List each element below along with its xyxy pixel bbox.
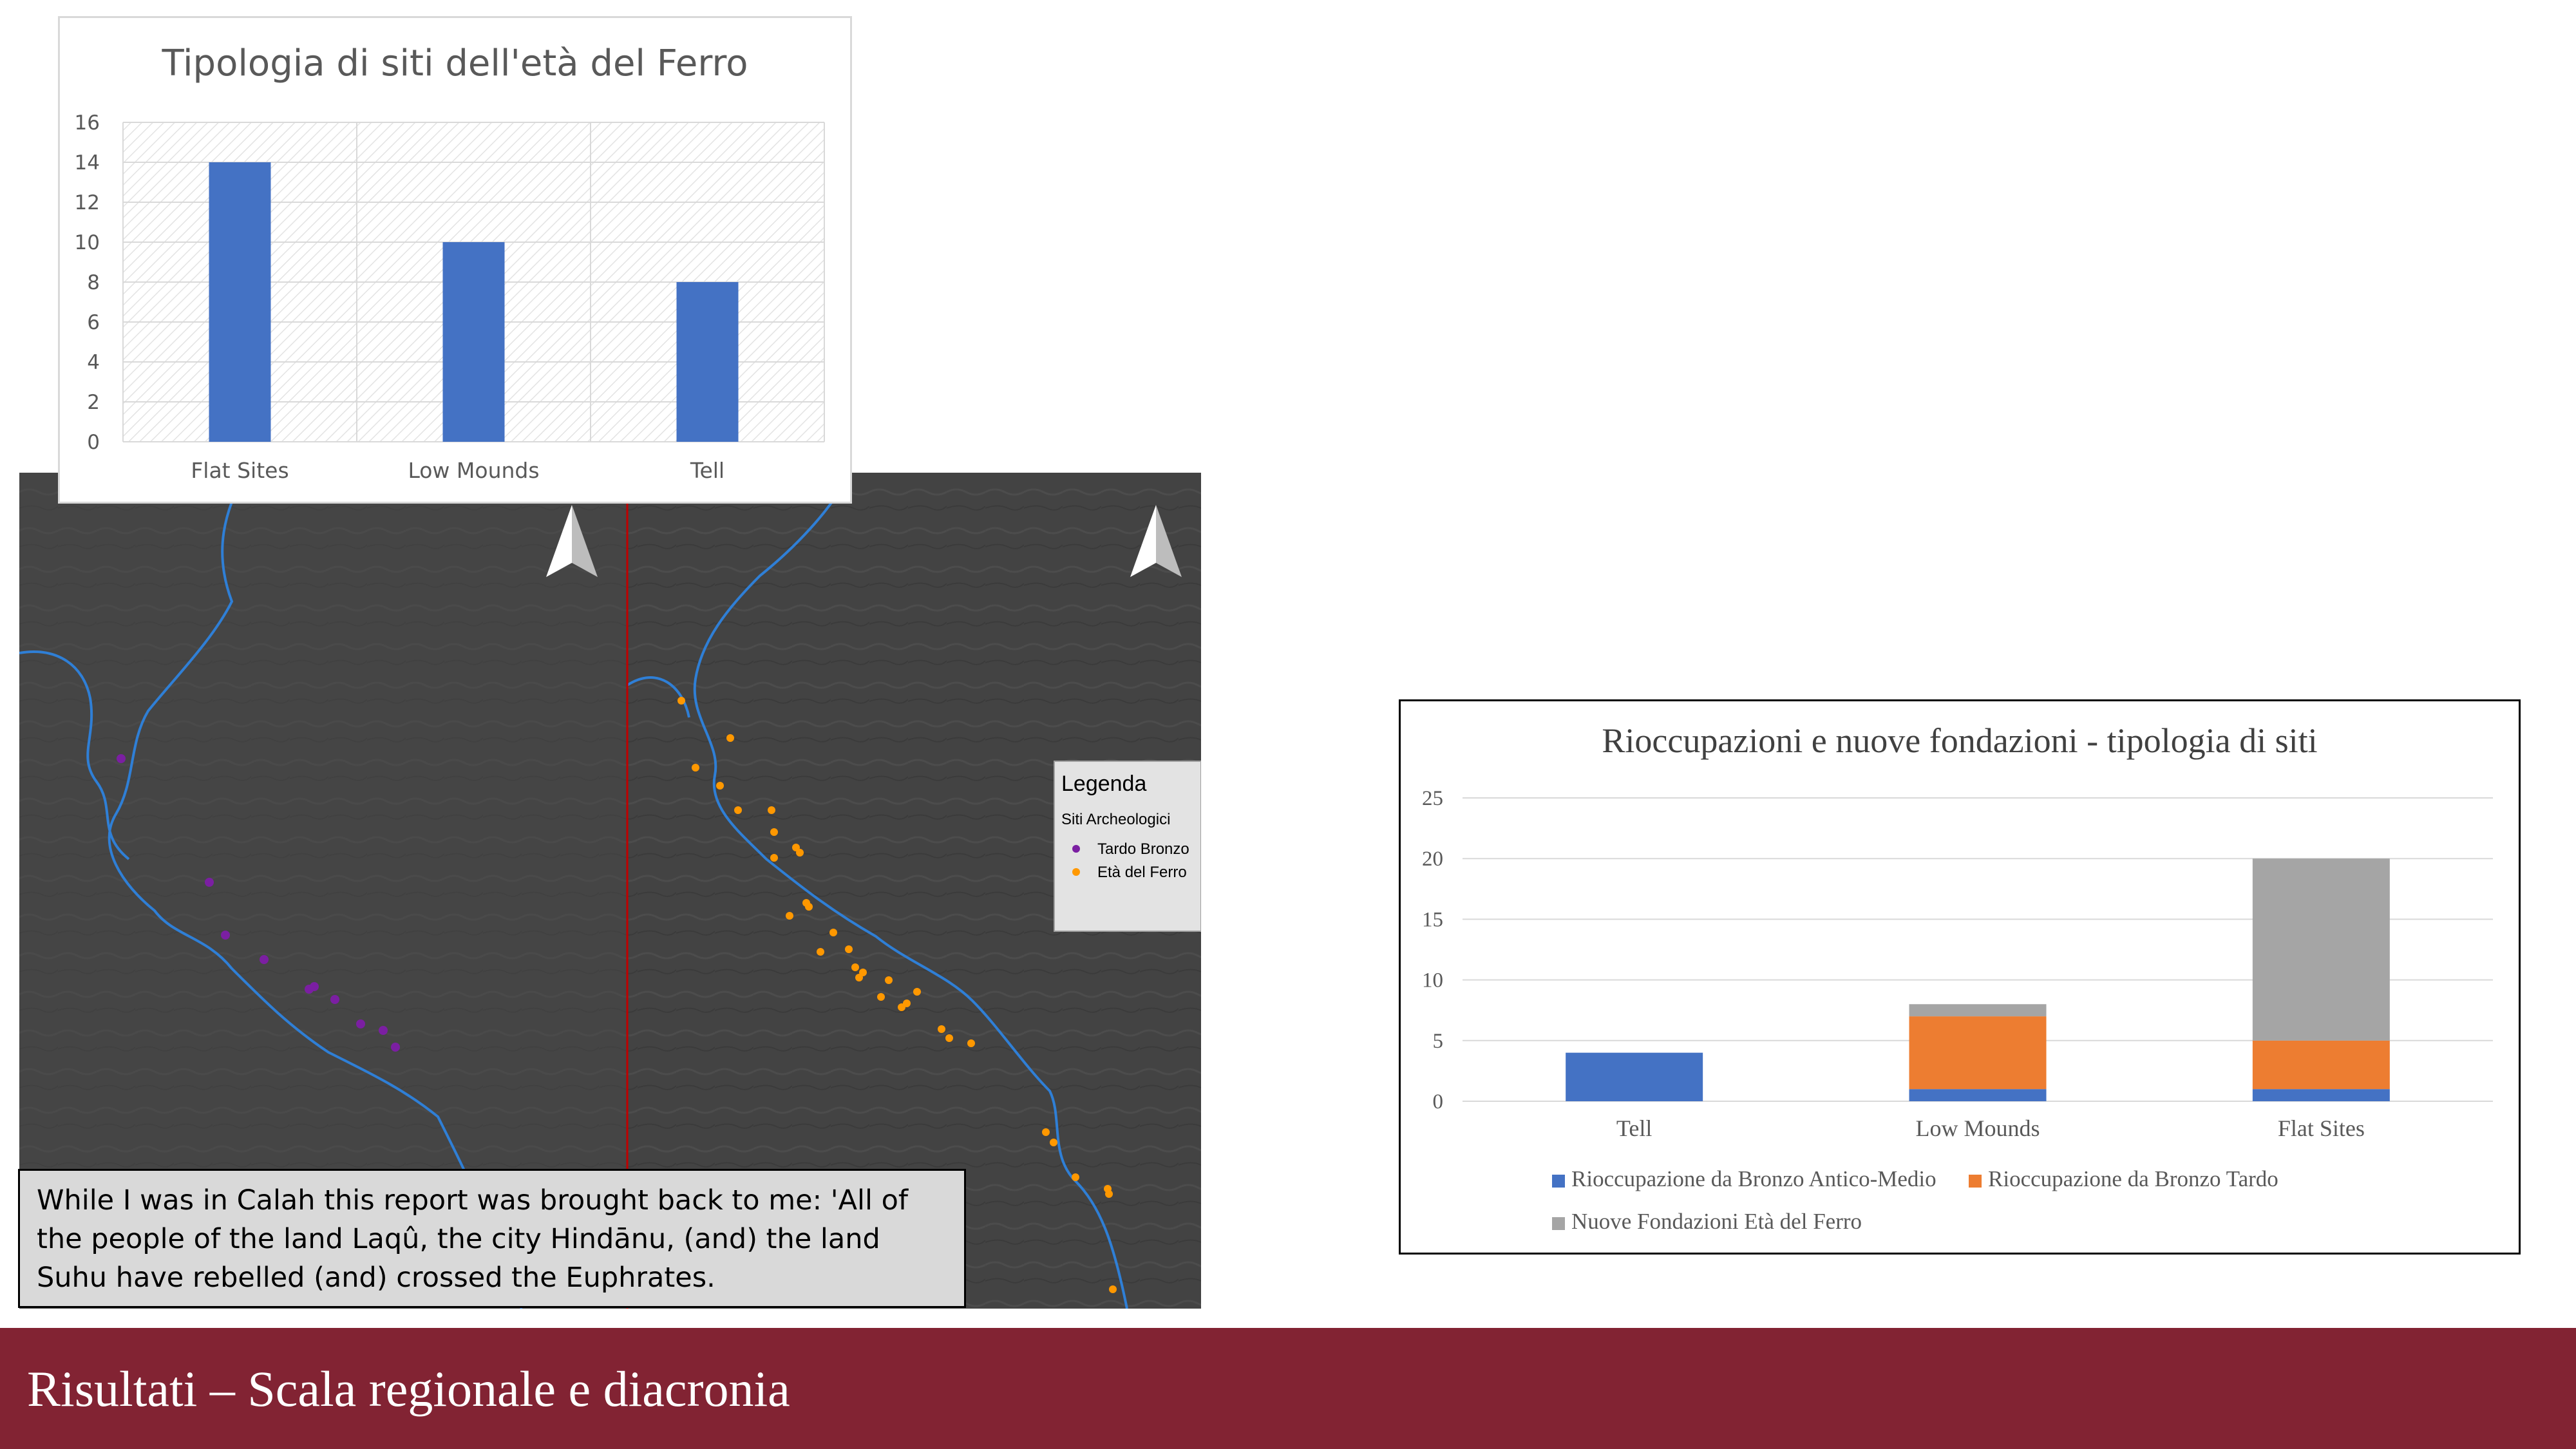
bar [209, 162, 271, 442]
x-tick-label: Tell [1616, 1115, 1652, 1141]
legend-item: Rioccupazione da Bronzo Antico-Medio [1552, 1166, 1937, 1192]
y-tick-label: 10 [1422, 969, 1443, 992]
bar-segment [1566, 1052, 1703, 1101]
legend-swatch [1552, 1174, 1565, 1188]
late-bronze-sites [117, 754, 400, 1052]
bar-segment [2252, 858, 2390, 1041]
legend-marker-iron-age [1072, 868, 1080, 876]
quote-text: While I was in Calah this report was bro… [37, 1184, 909, 1294]
map-legend: Legenda Siti Archeologici Tardo Bronzo E… [1054, 761, 1201, 932]
y-tick-label: 14 [75, 151, 100, 175]
x-tick-label: Flat Sites [2278, 1115, 2365, 1141]
river-euphrates-left [108, 473, 523, 1309]
chart-title: Rioccupazioni e nuove fondazioni - tipol… [1602, 721, 2318, 760]
y-tick-label: 6 [87, 311, 100, 334]
y-tick-label: 12 [75, 191, 100, 214]
y-tick-label: 0 [1433, 1090, 1444, 1113]
site-point [391, 1043, 400, 1052]
y-tick-label: 16 [75, 111, 100, 135]
site-distribution-map: Legenda Siti Archeologici Tardo Bronzo E… [19, 473, 1201, 1309]
legend-swatch [1969, 1174, 1982, 1188]
quote-box: While I was in Calah this report was bro… [18, 1169, 966, 1308]
y-tick-label: 4 [87, 351, 100, 374]
chart-plot: 0 2 4 6 8 10 12 14 16 Flat Sites Low Mounds Tell [75, 111, 825, 483]
bar-segment [1909, 1016, 2047, 1090]
chart-plot: 0 5 10 15 20 25 Tell Low Mounds Flat Sites [1422, 787, 2493, 1141]
legend-title: Legenda [1061, 772, 1146, 796]
river-euphrates-right [693, 473, 1128, 1309]
x-tick-label: Low Mounds [1915, 1115, 2040, 1141]
slide-title: Risultati – Scala regionale e diacronia [27, 1361, 790, 1417]
legend-marker-late-bronze [1072, 845, 1080, 853]
bar-segment [1909, 1004, 2047, 1017]
site-point [310, 982, 319, 991]
river-tributary-left [19, 650, 130, 860]
y-tick-label: 10 [75, 231, 100, 254]
slide-footer: Risultati – Scala regionale e diacronia [0, 1328, 2576, 1449]
north-arrow-icon [546, 505, 598, 577]
legend-swatch [1552, 1217, 1565, 1230]
legend-label: Rioccupazione da Bronzo Antico-Medio [1571, 1166, 1937, 1191]
legend-label: Rioccupazione da Bronzo Tardo [1988, 1166, 2278, 1191]
bar-segment [2252, 1040, 2390, 1090]
legend-label: Nuove Fondazioni Età del Ferro [1571, 1209, 1862, 1234]
y-tick-label: 5 [1433, 1030, 1444, 1053]
iron-age-sites [677, 697, 1117, 1293]
y-tick-label: 20 [1422, 848, 1443, 871]
site-point [221, 931, 230, 940]
legend-item: Rioccupazione da Bronzo Tardo [1969, 1166, 2278, 1192]
river-tributary-right [626, 676, 690, 718]
iron-age-site-types-chart: Tipologia di siti dell'età del Ferro 0 2 4… [58, 16, 852, 504]
site-point [330, 995, 339, 1004]
x-tick-label: Flat Sites [191, 458, 289, 483]
north-arrow-icon [1130, 505, 1182, 577]
bar-segment [2252, 1089, 2390, 1101]
site-point [356, 1019, 365, 1028]
site-point [117, 754, 126, 763]
legend-item: Nuove Fondazioni Età del Ferro [1552, 1209, 1862, 1235]
site-point [260, 955, 269, 964]
legend-label-late-bronze: Tardo Bronzo [1097, 840, 1189, 858]
site-point [205, 878, 214, 887]
y-tick-label: 0 [87, 431, 100, 454]
y-tick-label: 2 [87, 391, 100, 414]
chart-title: Tipologia di siti dell'età del Ferro [162, 43, 748, 84]
bar [442, 242, 505, 442]
reoccupation-site-types-chart: Rioccupazioni e nuove fondazioni - tipol… [1399, 699, 2521, 1255]
x-tick-label: Low Mounds [408, 458, 539, 483]
bar-segment [1909, 1089, 2047, 1101]
site-point [379, 1026, 388, 1035]
legend-subtitle: Siti Archeologici [1061, 811, 1170, 828]
x-tick-label: Tell [690, 458, 724, 483]
legend-label-iron-age: Età del Ferro [1097, 864, 1187, 881]
y-tick-label: 15 [1422, 908, 1443, 931]
y-tick-label: 8 [87, 271, 100, 294]
bar [676, 282, 739, 442]
y-tick-label: 25 [1422, 787, 1443, 810]
